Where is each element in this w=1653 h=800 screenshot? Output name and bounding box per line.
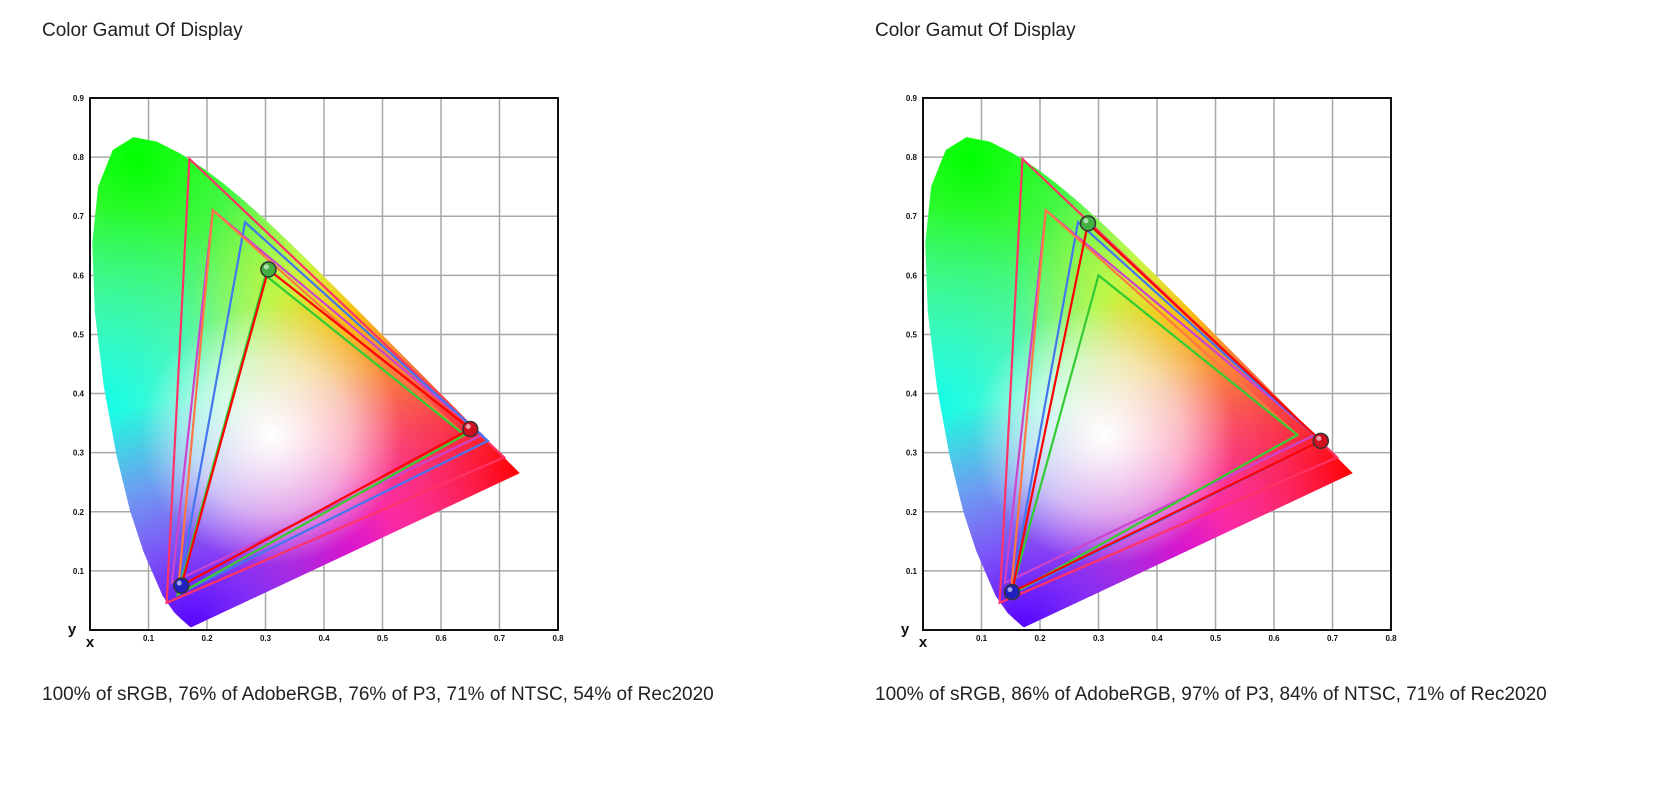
x-tick-label: 0.6 [435,634,447,643]
x-tick-label: 0.6 [1268,634,1280,643]
y-tick-label: 0.2 [906,508,918,517]
x-tick-label: 0.1 [976,634,988,643]
reference-gamut-triangle [176,219,490,597]
y-tick-label: 0.4 [906,390,918,399]
gamut-coverage-caption: 100% of sRGB, 76% of AdobeRGB, 76% of P3… [42,684,714,705]
gamut-chart: 0.1 0.2 0.3 0.4 0.5 0.6 0.7 0.8 0.1 0.2 0.3 0.4 0.5 0… [68,94,564,651]
x-axis-label: x [919,634,928,651]
red-primary-marker [462,420,479,438]
x-tick-label: 0.8 [1385,634,1397,643]
x-tick-label: 0.3 [260,634,272,643]
blue-primary-marker [1003,583,1021,601]
reference-gamut-triangle [165,156,507,605]
marker-highlight [263,264,269,270]
marker-highlight [1083,218,1089,224]
marker-highlight [1007,587,1013,593]
plot-frame [922,97,1392,631]
x-tick-label: 0.1 [143,634,155,643]
x-axis-label: x [86,634,95,651]
y-tick-label: 0.7 [73,212,85,221]
reference-gamut-triangle [1008,273,1300,597]
y-tick-label: 0.5 [906,330,918,339]
chart-title: Color Gamut Of Display [875,20,1076,41]
y-tick-label: 0.6 [906,271,918,280]
x-tick-label: 0.8 [552,634,564,643]
y-tick-label: 0.4 [73,390,85,399]
x-tick-label: 0.7 [1327,634,1339,643]
marker-highlight [176,580,182,586]
reference-gamut-triangle [170,208,484,585]
y-tick-label: 0.8 [73,153,85,162]
x-tick-label: 0.7 [494,634,506,643]
reference-gamut-triangle [175,273,467,597]
y-tick-label: 0.5 [73,330,85,339]
plot-frame [89,97,559,631]
y-tick-label: 0.3 [73,449,85,458]
x-tick-label: 0.3 [1093,634,1105,643]
marker-highlight [465,424,471,430]
y-tick-label: 0.1 [73,567,85,576]
x-tick-label: 0.2 [1034,634,1046,643]
y-axis-label: y [68,621,77,638]
gamut-panel-2: Color Gamut Of Display 0.1 0.2 0.3 0.4 0.5 0.… [833,0,1623,800]
x-tick-label: 0.5 [377,634,389,643]
y-tick-label: 0.9 [73,94,85,103]
gamut-panel-1: Color Gamut Of Display 0.1 0.2 0.3 0.4 0.5 0.… [0,0,790,800]
y-tick-label: 0.1 [906,567,918,576]
x-tick-label: 0.4 [1151,634,1163,643]
x-tick-label: 0.4 [318,634,330,643]
x-tick-label: 0.5 [1210,634,1222,643]
red-primary-marker [1312,432,1330,450]
y-axis-label: y [901,621,910,638]
y-tick-label: 0.3 [906,449,918,458]
y-tick-label: 0.7 [906,212,918,221]
y-tick-label: 0.8 [906,153,918,162]
chart-title: Color Gamut Of Display [42,20,243,41]
green-primary-marker [260,261,277,278]
gamut-chart: 0.1 0.2 0.3 0.4 0.5 0.6 0.7 0.8 0.1 0.2 0.3 0.4 0.5 0… [901,94,1397,651]
y-tick-label: 0.9 [906,94,918,103]
green-primary-marker [1079,215,1097,232]
display-gamut-triangle [179,267,473,588]
reference-gamut-triangle [1003,208,1317,585]
blue-primary-marker [173,577,190,594]
y-tick-label: 0.6 [73,271,85,280]
x-tick-label: 0.2 [201,634,213,643]
gamut-coverage-caption: 100% of sRGB, 86% of AdobeRGB, 97% of P3… [875,684,1547,705]
marker-highlight [1316,435,1322,441]
display-gamut-triangle [1010,221,1323,595]
y-tick-label: 0.2 [73,508,85,517]
reference-gamuts [165,156,507,605]
